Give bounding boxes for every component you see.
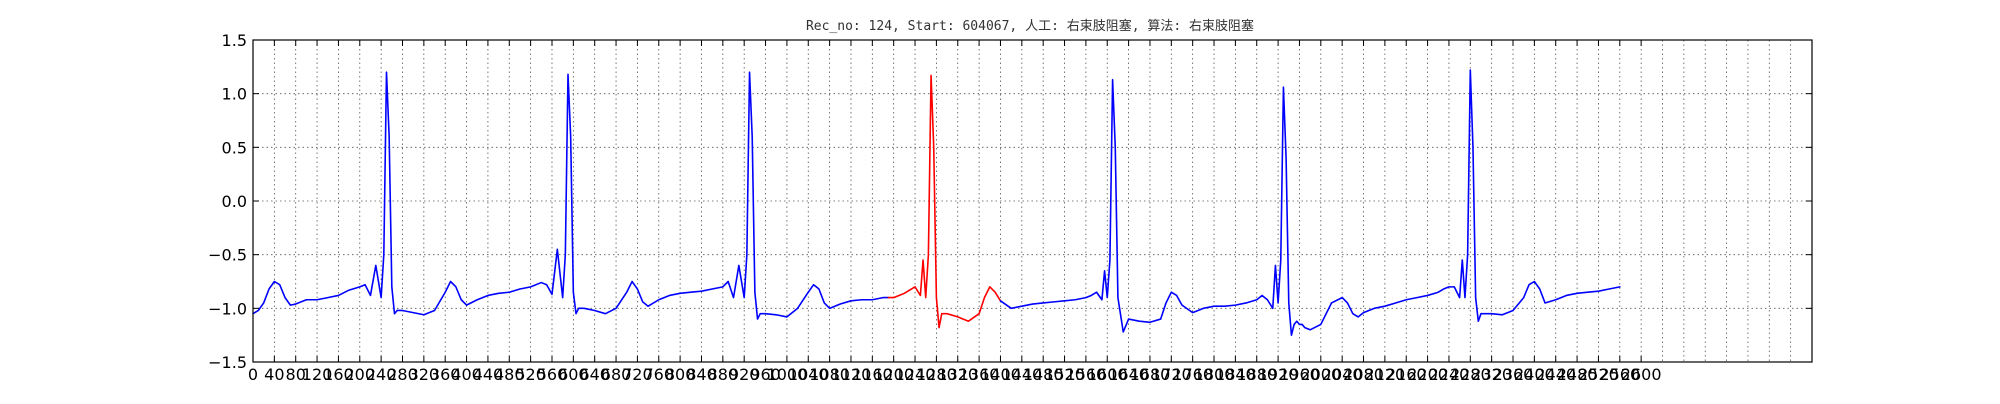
x-tick-label: 1520 — [1044, 365, 1085, 384]
x-tick-label: 760 — [643, 365, 674, 384]
x-tick-label: 560 — [537, 365, 568, 384]
x-tick-label: 1960 — [1279, 365, 1320, 384]
x-tick-label: 680 — [601, 365, 632, 384]
x-tick-label: 160 — [323, 365, 354, 384]
x-tick-label: 2600 — [1621, 365, 1662, 384]
series-layer — [252, 69, 1621, 336]
x-tick-label: 120 — [302, 365, 333, 384]
x-tick-label: 1200 — [873, 365, 914, 384]
x-tick-label: 1120 — [831, 365, 872, 384]
plot-frame — [252, 39, 1813, 363]
x-tick-label: 1680 — [1130, 365, 1171, 384]
y-tick-label: 0.0 — [222, 192, 247, 211]
x-tick-label: 2480 — [1557, 365, 1598, 384]
x-tick-label: 1720 — [1151, 365, 1192, 384]
x-tick-label: 2520 — [1578, 365, 1619, 384]
x-tick-label: 440 — [473, 365, 504, 384]
x-tick-label: 1160 — [852, 365, 893, 384]
x-tick-label: 2560 — [1599, 365, 1640, 384]
x-tick-label: 0 — [248, 365, 258, 384]
x-tick-label: 2400 — [1514, 365, 1555, 384]
x-tick-label: 360 — [430, 365, 461, 384]
x-tick-label: 400 — [451, 365, 482, 384]
x-tick-label: 640 — [579, 365, 610, 384]
x-tick-label: 480 — [494, 365, 525, 384]
x-tick-label: 2000 — [1300, 365, 1341, 384]
ecg-series-line-1 — [252, 71, 890, 320]
y-tick-label: 1.5 — [222, 31, 247, 50]
x-tick-label: 2320 — [1471, 365, 1512, 384]
chart-title: Rec_no: 124, Start: 604067, 人工: 右束肢阻塞, 算… — [806, 18, 1254, 34]
x-tick-label: 40 — [264, 365, 284, 384]
x-tick-label: 1320 — [937, 365, 978, 384]
x-tick-label: 1480 — [1023, 365, 1064, 384]
ecg-series-line-2 — [887, 74, 1002, 329]
x-tick-label: 280 — [387, 365, 418, 384]
x-tick-label: 1760 — [1172, 365, 1213, 384]
x-tick-label: 1440 — [1001, 365, 1042, 384]
y-tick-labels: −1.5 −1.0 −0.5 0.0 0.5 1.0 1.5 — [208, 31, 247, 372]
y-tick-label: −0.5 — [208, 246, 247, 265]
x-tick-label: 720 — [622, 365, 653, 384]
x-tick-label: 880 — [708, 365, 739, 384]
grid-layer — [253, 40, 1812, 362]
x-tick-label: 2280 — [1450, 365, 1491, 384]
x-tick-label: 2200 — [1407, 365, 1448, 384]
x-tick-label: 2240 — [1429, 365, 1470, 384]
x-tick-label: 920 — [729, 365, 760, 384]
y-tick-label: 1.0 — [222, 85, 247, 104]
x-tick-label: 1280 — [916, 365, 957, 384]
y-tick-label: −1.5 — [208, 353, 247, 372]
x-tick-label: 80 — [286, 365, 306, 384]
ecg-series-line-3 — [999, 69, 1621, 336]
y-tick-label: −1.0 — [208, 299, 247, 318]
x-tick-label: 1880 — [1236, 365, 1277, 384]
x-tick-label: 1040 — [788, 365, 829, 384]
x-tick-label: 840 — [686, 365, 717, 384]
x-tick-label: 2440 — [1535, 365, 1576, 384]
x-tick-label: 1800 — [1194, 365, 1235, 384]
x-tick-label: 960 — [750, 365, 781, 384]
x-tick-label: 1640 — [1108, 365, 1149, 384]
y-tick-label: 0.5 — [222, 138, 247, 157]
x-tick-label: 520 — [515, 365, 546, 384]
x-tick-label: 320 — [409, 365, 440, 384]
x-tick-label: 1000 — [767, 365, 808, 384]
x-tick-label: 1600 — [1087, 365, 1128, 384]
x-tick-label: 1560 — [1066, 365, 1107, 384]
x-tick-label: 1840 — [1215, 365, 1256, 384]
x-tick-label: 1080 — [809, 365, 850, 384]
x-tick-label: 2160 — [1386, 365, 1427, 384]
x-tick-label: 2360 — [1493, 365, 1534, 384]
x-tick-label: 240 — [366, 365, 397, 384]
x-tick-label: 2080 — [1343, 365, 1384, 384]
x-tick-label: 1240 — [895, 365, 936, 384]
x-tick-label: 800 — [665, 365, 696, 384]
axis-layer — [252, 39, 1812, 363]
x-tick-label: 1360 — [959, 365, 1000, 384]
x-tick-label: 2120 — [1365, 365, 1406, 384]
x-tick-label: 600 — [558, 365, 589, 384]
x-tick-label: 2040 — [1322, 365, 1363, 384]
x-tick-label: 1920 — [1258, 365, 1299, 384]
x-tick-label: 200 — [345, 365, 376, 384]
x-tick-label: 1400 — [980, 365, 1021, 384]
x-tick-labels: 0 40 8012016020024028032036040044048052056… — [248, 365, 1662, 384]
